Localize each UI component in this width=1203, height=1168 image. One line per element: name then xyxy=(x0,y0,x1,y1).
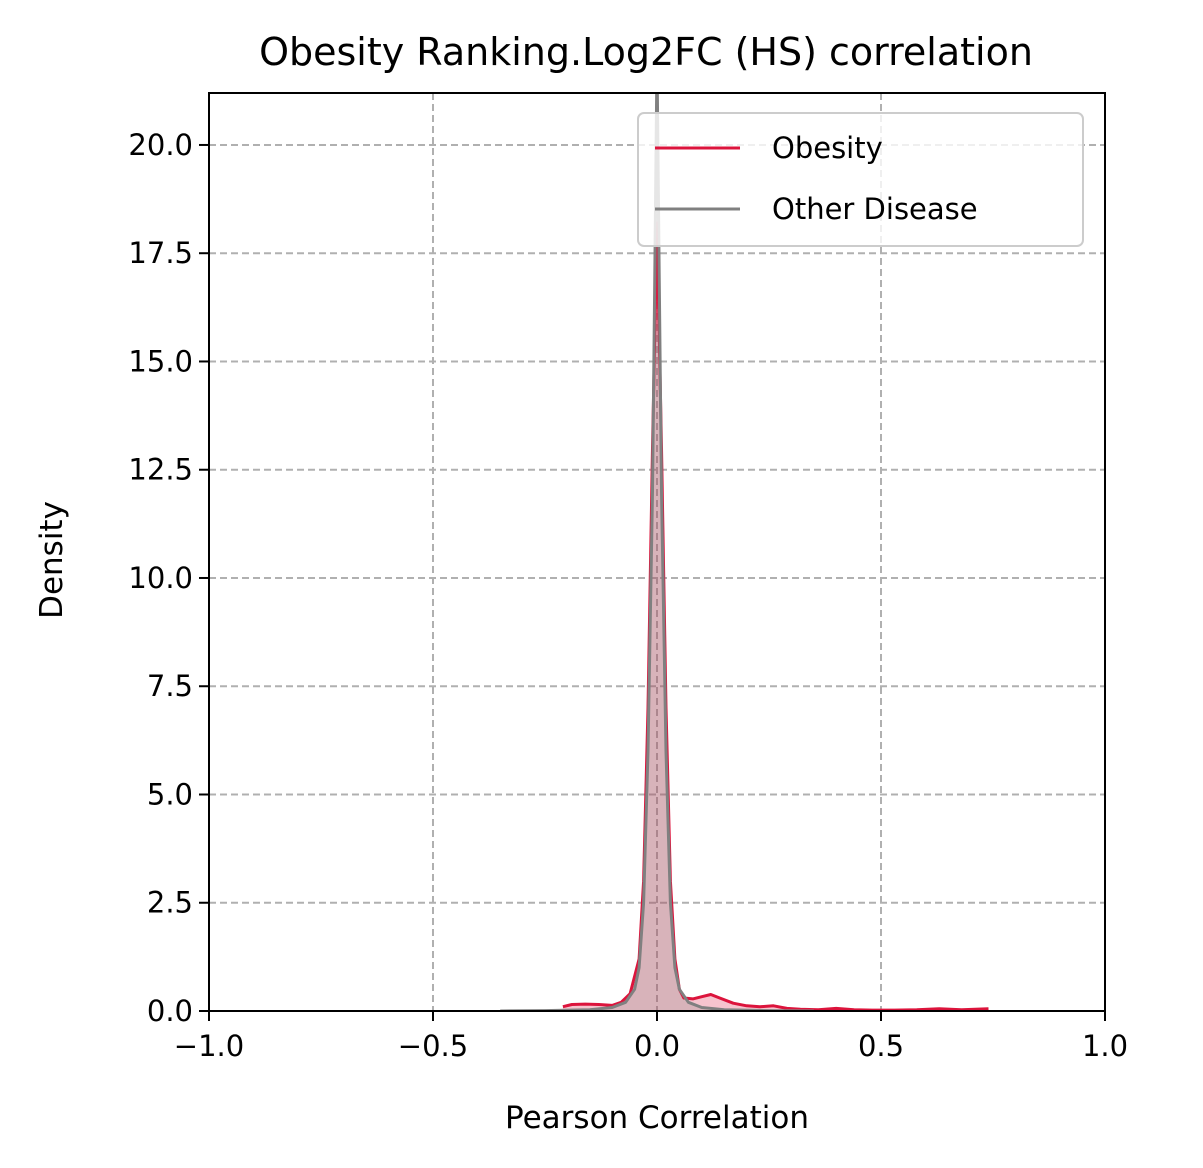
x-tick-label: 0.0 xyxy=(634,1029,680,1063)
y-tick-label: 12.5 xyxy=(128,453,193,487)
y-tick-label: 17.5 xyxy=(128,236,193,270)
series-area-0 xyxy=(562,222,989,1011)
series-lines xyxy=(500,93,989,1011)
y-ticks: 0.0 2.5 5.0 7.5 10.0 12.5 15.0 17.5 20.0 xyxy=(128,128,209,1028)
x-axis-label: Pearson Correlation xyxy=(505,1100,809,1136)
series-areas xyxy=(500,93,989,1011)
y-tick-label: 2.5 xyxy=(147,886,193,920)
y-tick-label: 10.0 xyxy=(128,561,193,595)
x-tick-label: 1.0 xyxy=(1082,1029,1128,1063)
legend-label: Obesity xyxy=(772,131,883,165)
grid xyxy=(209,93,1105,1011)
series-area-1 xyxy=(500,93,814,1011)
chart-title: Obesity Ranking.Log2FC (HS) correlation xyxy=(259,30,1033,74)
y-axis-label: Density xyxy=(34,501,70,619)
series-line-0 xyxy=(562,221,989,1011)
y-tick-label: 5.0 xyxy=(147,777,193,811)
legend-box xyxy=(637,112,1084,247)
series-line-1 xyxy=(500,93,814,1011)
x-tick-label: −0.5 xyxy=(398,1029,468,1063)
y-tick-label: 7.5 xyxy=(147,669,193,703)
x-tick-label: 0.5 xyxy=(858,1029,904,1063)
x-tick-label: −1.0 xyxy=(174,1029,244,1063)
y-tick-label: 15.0 xyxy=(128,344,193,378)
y-tick-label: 0.0 xyxy=(147,994,193,1028)
legend: Obesity Other Disease xyxy=(637,112,1084,247)
x-ticks: −1.0 −0.5 0.0 0.5 1.0 xyxy=(174,1011,1128,1063)
y-tick-label: 20.0 xyxy=(128,128,193,162)
legend-label: Other Disease xyxy=(772,192,978,226)
